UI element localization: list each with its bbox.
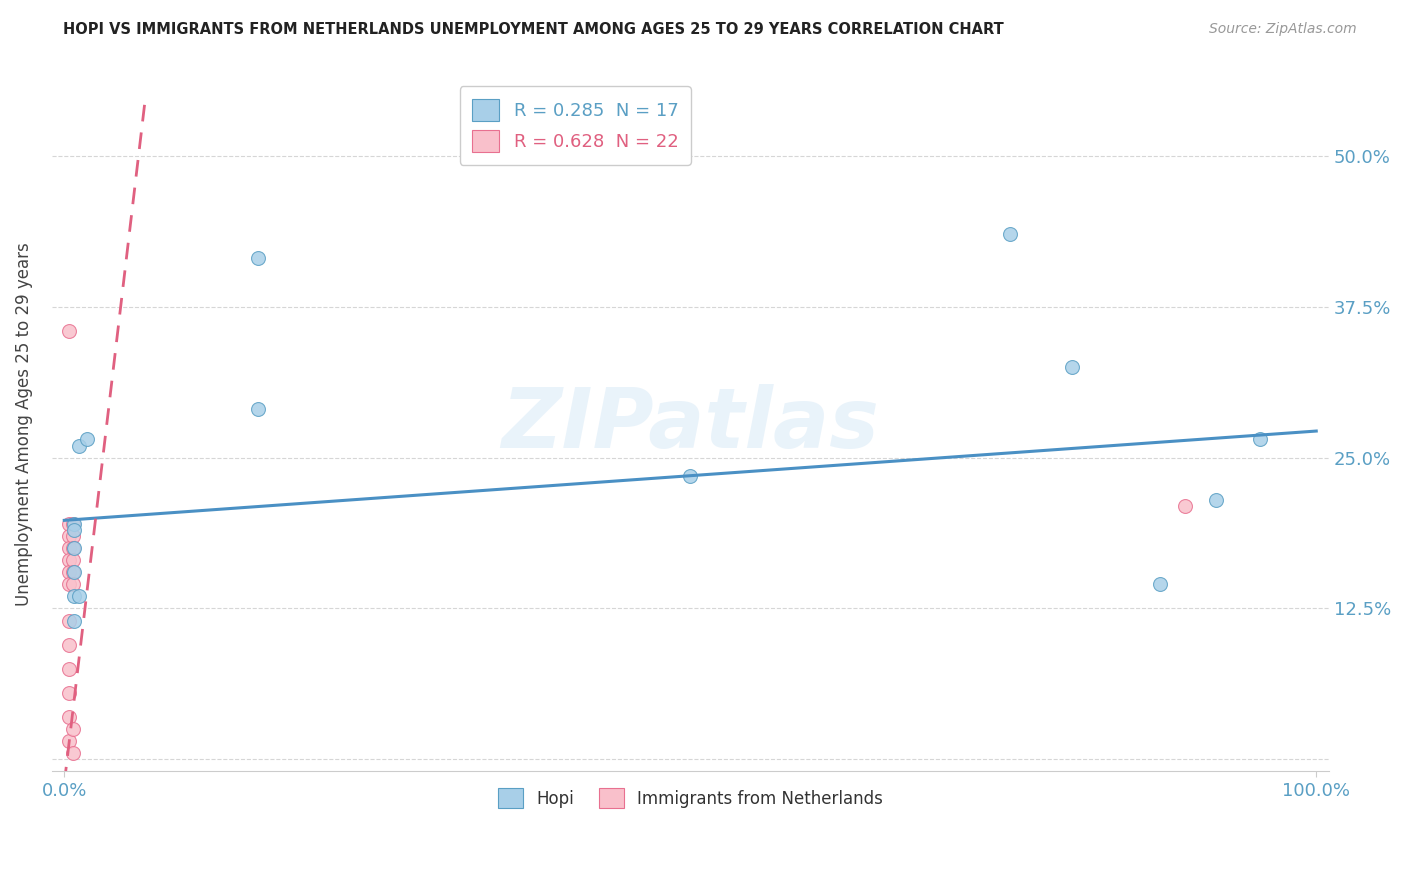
Point: [58, 638, 80, 652]
Point: [58, 710, 80, 724]
Point: [58, 324, 80, 338]
Point: [63, 516, 86, 531]
Y-axis label: Unemployment Among Ages 25 to 29 years: Unemployment Among Ages 25 to 29 years: [15, 243, 32, 607]
Point: [58, 566, 80, 580]
Text: ZIPatlas: ZIPatlas: [502, 384, 879, 465]
Point: [58, 686, 80, 700]
Point: [62, 566, 84, 580]
Point: [67, 438, 90, 452]
Point: [58, 662, 80, 676]
Point: [1205, 492, 1227, 507]
Point: [62, 541, 84, 555]
Point: [63, 541, 86, 555]
Point: [62, 722, 84, 736]
Text: Source: ZipAtlas.com: Source: ZipAtlas.com: [1209, 22, 1357, 37]
Point: [58, 529, 80, 543]
Point: [62, 553, 84, 567]
Point: [247, 402, 270, 417]
Point: [63, 590, 86, 604]
Point: [247, 252, 270, 266]
Point: [62, 516, 84, 531]
Point: [58, 577, 80, 591]
Text: HOPI VS IMMIGRANTS FROM NETHERLANDS UNEMPLOYMENT AMONG AGES 25 TO 29 YEARS CORRE: HOPI VS IMMIGRANTS FROM NETHERLANDS UNEM…: [63, 22, 1004, 37]
Point: [58, 734, 80, 748]
Point: [58, 553, 80, 567]
Point: [1149, 577, 1171, 591]
Point: [76, 433, 98, 447]
Point: [679, 468, 702, 483]
Point: [58, 614, 80, 628]
Point: [63, 566, 86, 580]
Point: [1249, 433, 1271, 447]
Point: [63, 614, 86, 628]
Point: [62, 529, 84, 543]
Point: [67, 590, 90, 604]
Point: [998, 227, 1021, 242]
Point: [58, 516, 80, 531]
Legend: Hopi, Immigrants from Netherlands: Hopi, Immigrants from Netherlands: [491, 781, 890, 815]
Point: [1174, 499, 1197, 513]
Point: [1062, 360, 1084, 375]
Point: [62, 746, 84, 760]
Point: [58, 541, 80, 555]
Point: [62, 577, 84, 591]
Point: [63, 523, 86, 537]
